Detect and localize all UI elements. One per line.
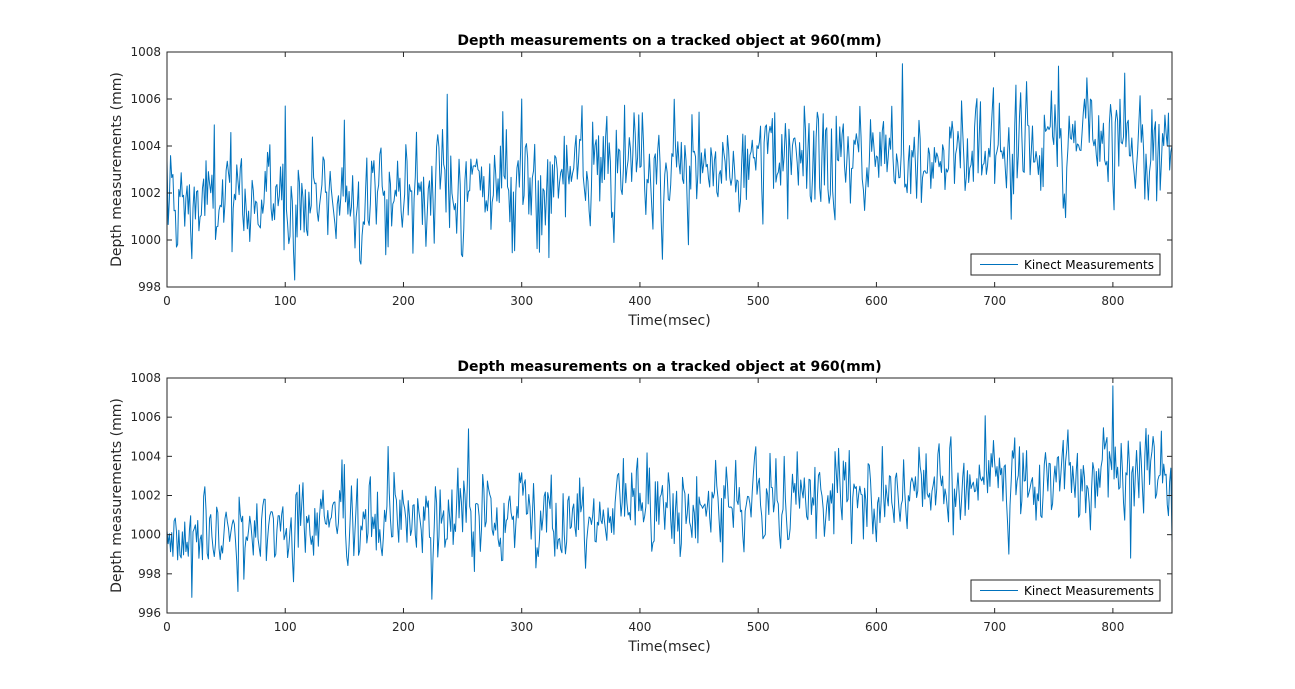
top-chart-plot-area	[167, 52, 1172, 287]
top-chart-x-tick-label: 300	[510, 294, 533, 308]
bottom-chart-y-tick-label: 1004	[130, 449, 161, 463]
bottom-chart-series	[166, 385, 1173, 600]
bottom-chart: Depth measurements on a tracked object a…	[109, 359, 1173, 655]
bottom-chart-x-tick-label: 200	[392, 620, 415, 634]
top-chart-y-tick-label: 1008	[130, 45, 161, 59]
bottom-chart-x-tick-label: 0	[163, 620, 171, 634]
bottom-chart-legend: Kinect Measurements	[970, 579, 1161, 602]
bottom-chart-y-tick-label: 1006	[130, 410, 161, 424]
top-chart-legend-label: Kinect Measurements	[1024, 258, 1154, 272]
bottom-chart-x-tick-label: 300	[510, 620, 533, 634]
bottom-chart-legend-label: Kinect Measurements	[1024, 584, 1154, 598]
bottom-chart-x-tick-label: 700	[983, 620, 1006, 634]
bottom-chart-y-tick-label: 1000	[130, 528, 161, 542]
bottom-chart-x-tick-label: 400	[628, 620, 651, 634]
top-chart-x-tick-label: 400	[628, 294, 651, 308]
top-chart-x-tick-label: 100	[274, 294, 297, 308]
bottom-chart-title: Depth measurements on a tracked object a…	[457, 359, 881, 375]
bottom-chart-series-line	[166, 385, 1173, 600]
top-chart-x-tick-label: 700	[983, 294, 1006, 308]
top-chart-x-tick-label: 200	[392, 294, 415, 308]
top-chart-title: Depth measurements on a tracked object a…	[457, 33, 881, 49]
top-chart-x-tick-label: 600	[865, 294, 888, 308]
bottom-chart-y-ticks: 996 998 1000 1002 1004 1006 1008	[130, 371, 1172, 620]
top-chart: Depth measurements on a tracked object a…	[109, 33, 1173, 329]
top-chart-legend: Kinect Measurements	[970, 253, 1161, 276]
top-chart-x-tick-label: 0	[163, 294, 171, 308]
bottom-chart-legend-box	[970, 579, 1161, 602]
bottom-chart-x-tick-label: 800	[1101, 620, 1124, 634]
top-chart-y-tick-label: 998	[138, 280, 161, 294]
top-chart-x-ticks: 0 100 200 300 400 500 600 700 800	[163, 52, 1124, 308]
top-chart-y-axis-label: Depth measurements (mm)	[109, 72, 125, 267]
top-chart-y-tick-label: 1004	[130, 139, 161, 153]
top-chart-series-line	[166, 63, 1173, 281]
bottom-chart-x-tick-label: 100	[274, 620, 297, 634]
top-chart-x-tick-label: 500	[747, 294, 770, 308]
bottom-chart-y-tick-label: 1008	[130, 371, 161, 385]
bottom-chart-y-tick-label: 998	[138, 567, 161, 581]
top-chart-y-tick-label: 1006	[130, 92, 161, 106]
top-chart-axes-box	[166, 51, 1173, 288]
top-chart-y-ticks: 998 1000 1002 1004 1006 1008	[130, 45, 1172, 294]
top-chart-x-tick-label: 800	[1101, 294, 1124, 308]
top-chart-legend-box	[970, 253, 1161, 276]
bottom-chart-x-axis-label: Time(msec)	[627, 639, 710, 655]
bottom-chart-x-ticks: 0 100 200 300 400 500 600 700 800	[163, 378, 1124, 634]
top-chart-y-tick-label: 1002	[130, 186, 161, 200]
bottom-chart-y-tick-label: 996	[138, 606, 161, 620]
bottom-chart-x-tick-label: 500	[747, 620, 770, 634]
bottom-chart-y-axis-label: Depth measurements (mm)	[109, 398, 125, 593]
top-chart-y-tick-label: 1000	[130, 233, 161, 247]
bottom-chart-y-tick-label: 1002	[130, 489, 161, 503]
top-chart-x-axis-label: Time(msec)	[627, 313, 710, 329]
top-chart-series	[166, 63, 1173, 281]
bottom-chart-x-tick-label: 600	[865, 620, 888, 634]
